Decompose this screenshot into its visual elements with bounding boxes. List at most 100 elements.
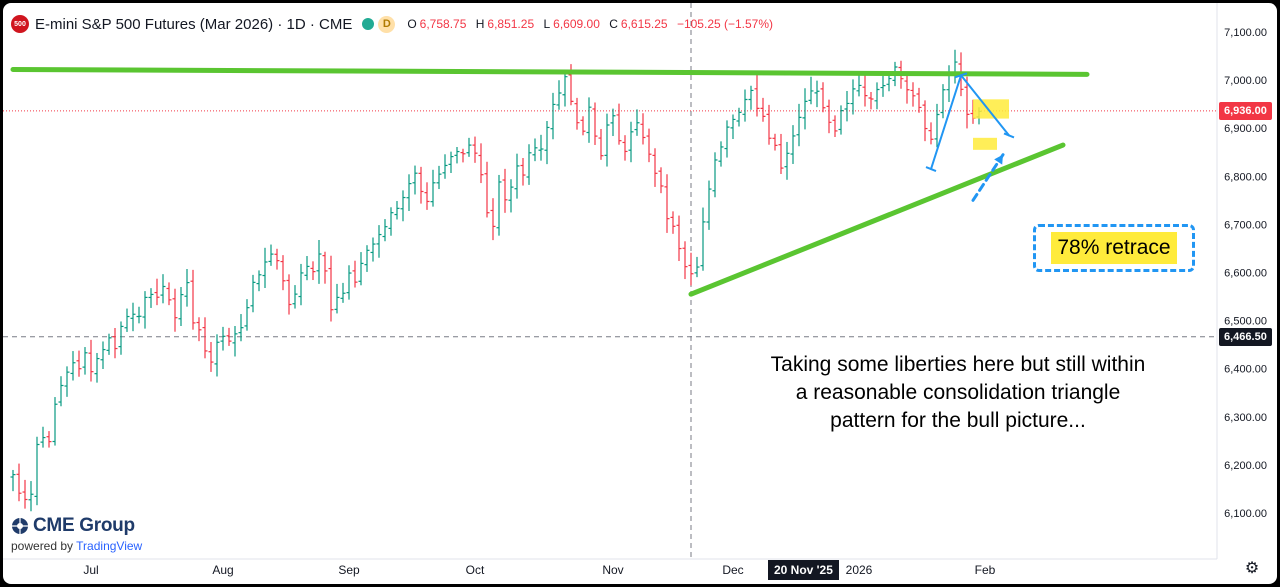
ohlc-bar (736, 107, 742, 127)
ohlc-bar (766, 104, 772, 145)
gear-icon[interactable]: ⚙ (1244, 560, 1260, 577)
ohlc-bar (628, 121, 634, 163)
ohlc-bar (700, 207, 706, 271)
ohlc-bar (964, 76, 970, 129)
ohlc-bar (310, 261, 316, 281)
ohlc-bar (718, 141, 724, 167)
price-chart[interactable]: 6,100.00 6,200.00 6,300.00 6,400.00 6,500.00… (3, 3, 1277, 584)
ohlc-bar (316, 240, 322, 284)
ohlc-bar (658, 167, 664, 194)
ohlc-bar (496, 174, 502, 236)
ohlc-bar (832, 115, 838, 138)
ohlc-bar (868, 91, 874, 110)
symbol-logo-icon[interactable]: 500 (11, 15, 29, 33)
price-tick-label: 6,400.00 (1224, 364, 1267, 376)
ohlc-bar (244, 299, 250, 331)
ohlc-bar (772, 133, 778, 151)
ohlc-bar (592, 102, 598, 145)
ohlc-bar (676, 215, 682, 262)
ohlc-bar (802, 88, 808, 130)
ohlc-bar (754, 74, 760, 117)
retrace-callout[interactable]: 78% retrace (1033, 224, 1195, 272)
market-open-status-icon[interactable] (362, 18, 375, 30)
ohlc-bar (694, 256, 700, 278)
ohlc-bar (52, 397, 58, 446)
ohlc-bar (430, 169, 436, 207)
ohlc-bar (922, 100, 928, 142)
ohlc-bar (340, 282, 346, 303)
ohlc-bar (580, 116, 586, 136)
ohlc-bar (688, 252, 694, 286)
price-tick-label: 6,200.00 (1224, 460, 1267, 472)
ohlc-bar (526, 144, 532, 185)
ohlc-bar (94, 352, 100, 383)
ohlc-bar (844, 91, 850, 122)
ohlc-bar (376, 225, 382, 258)
ohlc-bar (82, 347, 88, 375)
time-tick-label: 2026 (846, 563, 873, 577)
price-tick-label: 6,700.00 (1224, 219, 1267, 231)
ohlc-bar (16, 463, 22, 502)
ohlc-bar (724, 120, 730, 158)
time-axis[interactable]: Jul Aug Sep Oct Nov Dec 2026 Feb (3, 558, 1217, 577)
annotation-note[interactable]: Taking some liberties here but still wit… (770, 353, 1146, 432)
ohlc-bar (796, 103, 802, 147)
ohlc-bar (622, 135, 628, 161)
ohlc-bar (136, 306, 142, 324)
ohlc-bar (556, 80, 562, 110)
ohlc-bar (100, 341, 106, 370)
ohlc-bar (196, 317, 202, 342)
ohlc-bar (760, 97, 766, 122)
ohlc-bar (268, 244, 274, 266)
measure-cap (925, 166, 937, 173)
time-tick-label: Sep (338, 563, 360, 577)
ohlc-bar (778, 133, 784, 174)
price-axis[interactable]: 6,100.00 6,200.00 6,300.00 6,400.00 6,500.00… (1216, 3, 1267, 559)
ohlc-bar (916, 87, 922, 113)
ohlc-bar (616, 103, 622, 145)
ohlc-bar (598, 128, 604, 160)
price-tick-label: 6,800.00 (1224, 171, 1267, 183)
ohlc-bar (124, 308, 130, 332)
cme-group-branding[interactable]: CME Group powered by TradingView (11, 515, 142, 553)
ohlc-bar (646, 128, 652, 163)
ohlc-bar (142, 291, 148, 329)
delayed-data-badge[interactable]: D (378, 15, 396, 33)
ohlc-bar (34, 436, 40, 506)
ohlc-bar (250, 274, 256, 313)
ohlc-bar (262, 247, 268, 288)
ohlc-bar (712, 152, 718, 198)
ohlc-bar (508, 179, 514, 213)
ohlc-low: L 6,609.00 (543, 17, 600, 31)
tradingview-link[interactable]: TradingView (76, 539, 143, 553)
ohlc-bar (682, 241, 688, 280)
ohlc-bar (640, 113, 646, 145)
price-tick-label: 6,900.00 (1224, 123, 1267, 135)
ohlc-bar (418, 166, 424, 204)
ohlc-bar (304, 256, 310, 281)
price-tick-label: 7,100.00 (1224, 27, 1267, 39)
ohlc-bar (10, 469, 16, 492)
ohlc-bar (154, 278, 160, 306)
ohlc-bar (550, 92, 556, 140)
ohlc-bar (586, 97, 592, 143)
ohlc-bar (532, 138, 538, 162)
ohlc-bar (166, 282, 172, 306)
ohlc-bar (106, 333, 112, 355)
time-tick-label: Aug (212, 563, 233, 577)
ohlc-bar (220, 326, 226, 351)
measure-cap (954, 72, 968, 79)
price-tick-label: 6,500.00 (1224, 316, 1267, 328)
ohlc-bar (28, 481, 34, 512)
price-tick-label: 7,000.00 (1224, 75, 1267, 87)
ohlc-bar (334, 283, 340, 314)
time-tick-label: Oct (466, 563, 485, 577)
ohlc-bar (910, 82, 916, 107)
ohlc-bar (946, 65, 952, 103)
ohlc-bar (664, 174, 670, 233)
ohlc-bar (574, 97, 580, 130)
powered-by[interactable]: powered by TradingView (11, 539, 143, 553)
chart-panel[interactable]: 6,100.00 6,200.00 6,300.00 6,400.00 6,500.00… (3, 3, 1277, 584)
ohlc-bar (412, 165, 418, 195)
symbol-title[interactable]: E-mini S&P 500 Futures (Mar 2026) · 1D ·… (35, 15, 353, 33)
